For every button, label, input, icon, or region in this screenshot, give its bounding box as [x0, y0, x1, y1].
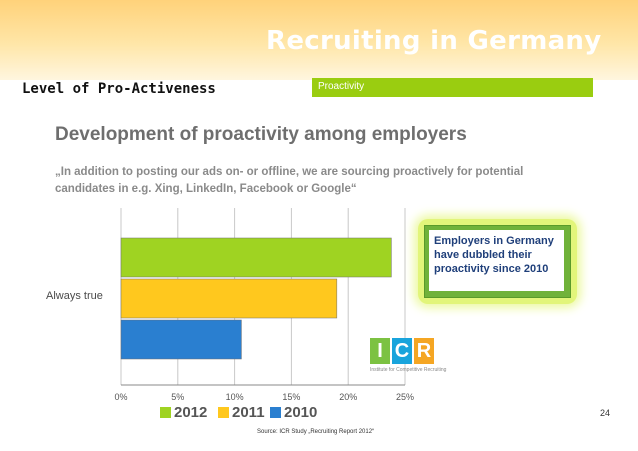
chart-subtitle: „In addition to posting our ads on- or o…	[55, 166, 524, 195]
icr-logo: I C R Institute for Competitive Recruiti…	[370, 338, 447, 375]
x-tick-label: 5%	[171, 392, 184, 402]
slide-title: Recruiting in Germany	[266, 26, 602, 56]
legend-swatch-2011	[218, 407, 229, 418]
bar-2010	[120, 319, 242, 360]
page-number: 24	[600, 408, 611, 418]
x-tick-label: 20%	[339, 392, 357, 402]
logo-letter-c: C	[392, 338, 412, 364]
category-label: Always true	[46, 290, 103, 302]
callout-inner: Employers in Germany have dubbled their …	[429, 230, 564, 291]
legend-swatch-2012	[160, 407, 171, 418]
x-tick-label: 25%	[396, 392, 414, 402]
bar-2011	[120, 278, 338, 319]
callout-box: Employers in Germany have dubbled their …	[424, 225, 571, 298]
legend-label-2012: 2012	[174, 404, 208, 421]
source-note: Source: ICR Study „Recruiting Report 201…	[257, 429, 375, 435]
x-tick-label: 15%	[282, 392, 300, 402]
bar-2012	[120, 237, 392, 278]
title-bar-background	[0, 0, 638, 80]
x-tick-label: 0%	[114, 392, 127, 402]
logo-letter-i: I	[370, 338, 390, 364]
slide-subtitle: Level of Pro-Activeness	[22, 81, 216, 97]
section-banner: Proactivity	[312, 78, 593, 97]
legend-label-2011: 2011	[232, 404, 265, 421]
section-label: Proactivity	[318, 81, 365, 92]
legend-label-2010: 2010	[284, 404, 318, 421]
chart-bars	[120, 237, 392, 360]
chart-axis: 0% 5% 10% 15% 20% 25%	[114, 384, 414, 402]
x-tick-label: 10%	[226, 392, 244, 402]
logo-caption: Institute for Competitive Recruiting	[370, 367, 447, 373]
callout-text: Employers in Germany have dubbled their …	[434, 235, 554, 275]
legend-swatch-2010	[270, 407, 281, 418]
logo-letter-r: R	[414, 338, 434, 364]
chart-title: Development of proactivity among employe…	[55, 124, 467, 145]
